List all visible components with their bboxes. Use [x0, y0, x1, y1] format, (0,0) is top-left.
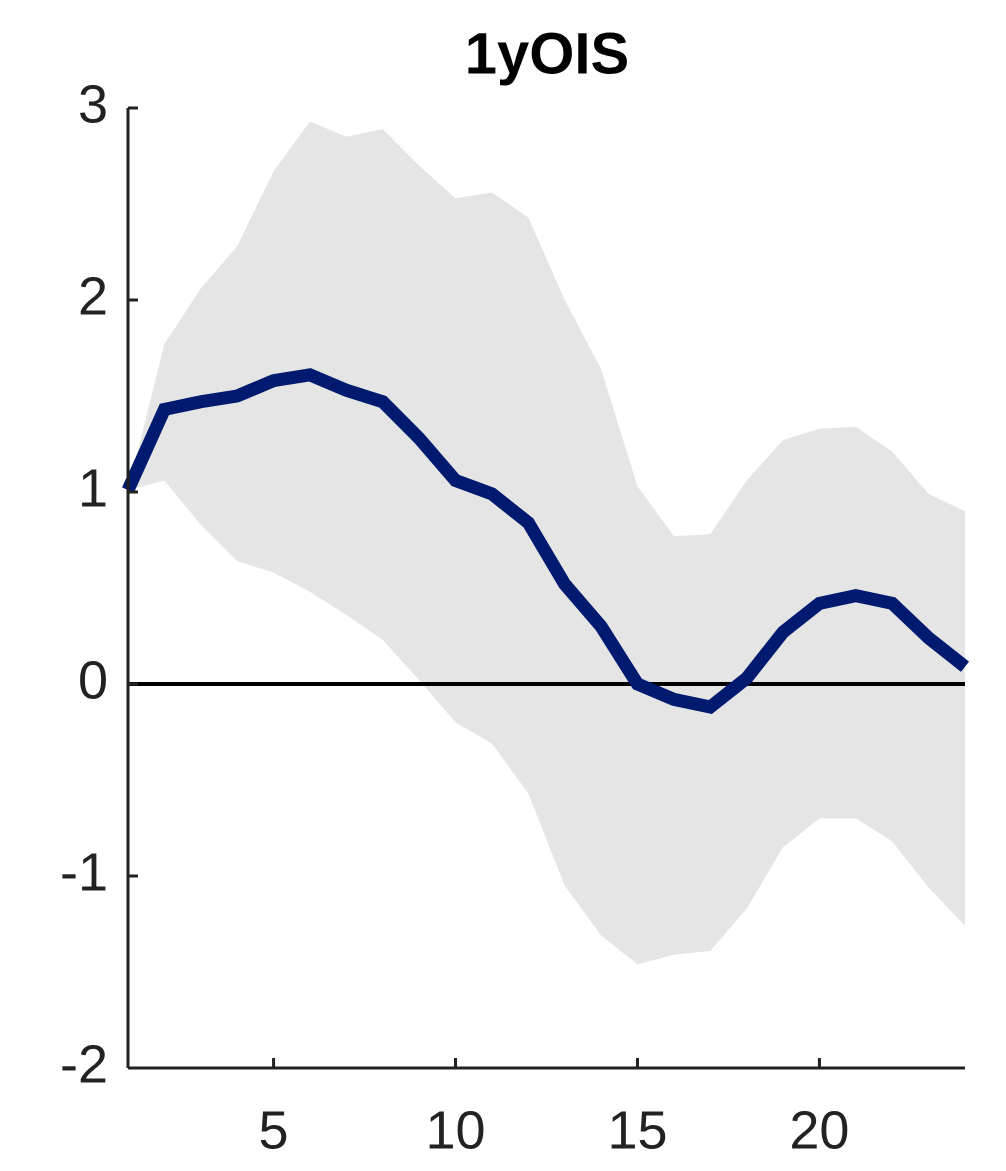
- x-tick-label: 5: [259, 1100, 289, 1160]
- y-tick-label: 2: [78, 266, 108, 326]
- y-tick-label: -2: [60, 1034, 108, 1094]
- line: [122, 368, 970, 715]
- y-tick-label: 0: [78, 650, 108, 710]
- chart-title: 1yOIS: [465, 21, 629, 86]
- y-tick-label: 3: [78, 74, 108, 134]
- x-tick-label: 20: [789, 1100, 849, 1160]
- y-tick-label: 1: [78, 458, 108, 518]
- x-tick-label: 10: [425, 1100, 485, 1160]
- y-tick-label: -1: [60, 842, 108, 902]
- x-tick-label: 15: [607, 1100, 667, 1160]
